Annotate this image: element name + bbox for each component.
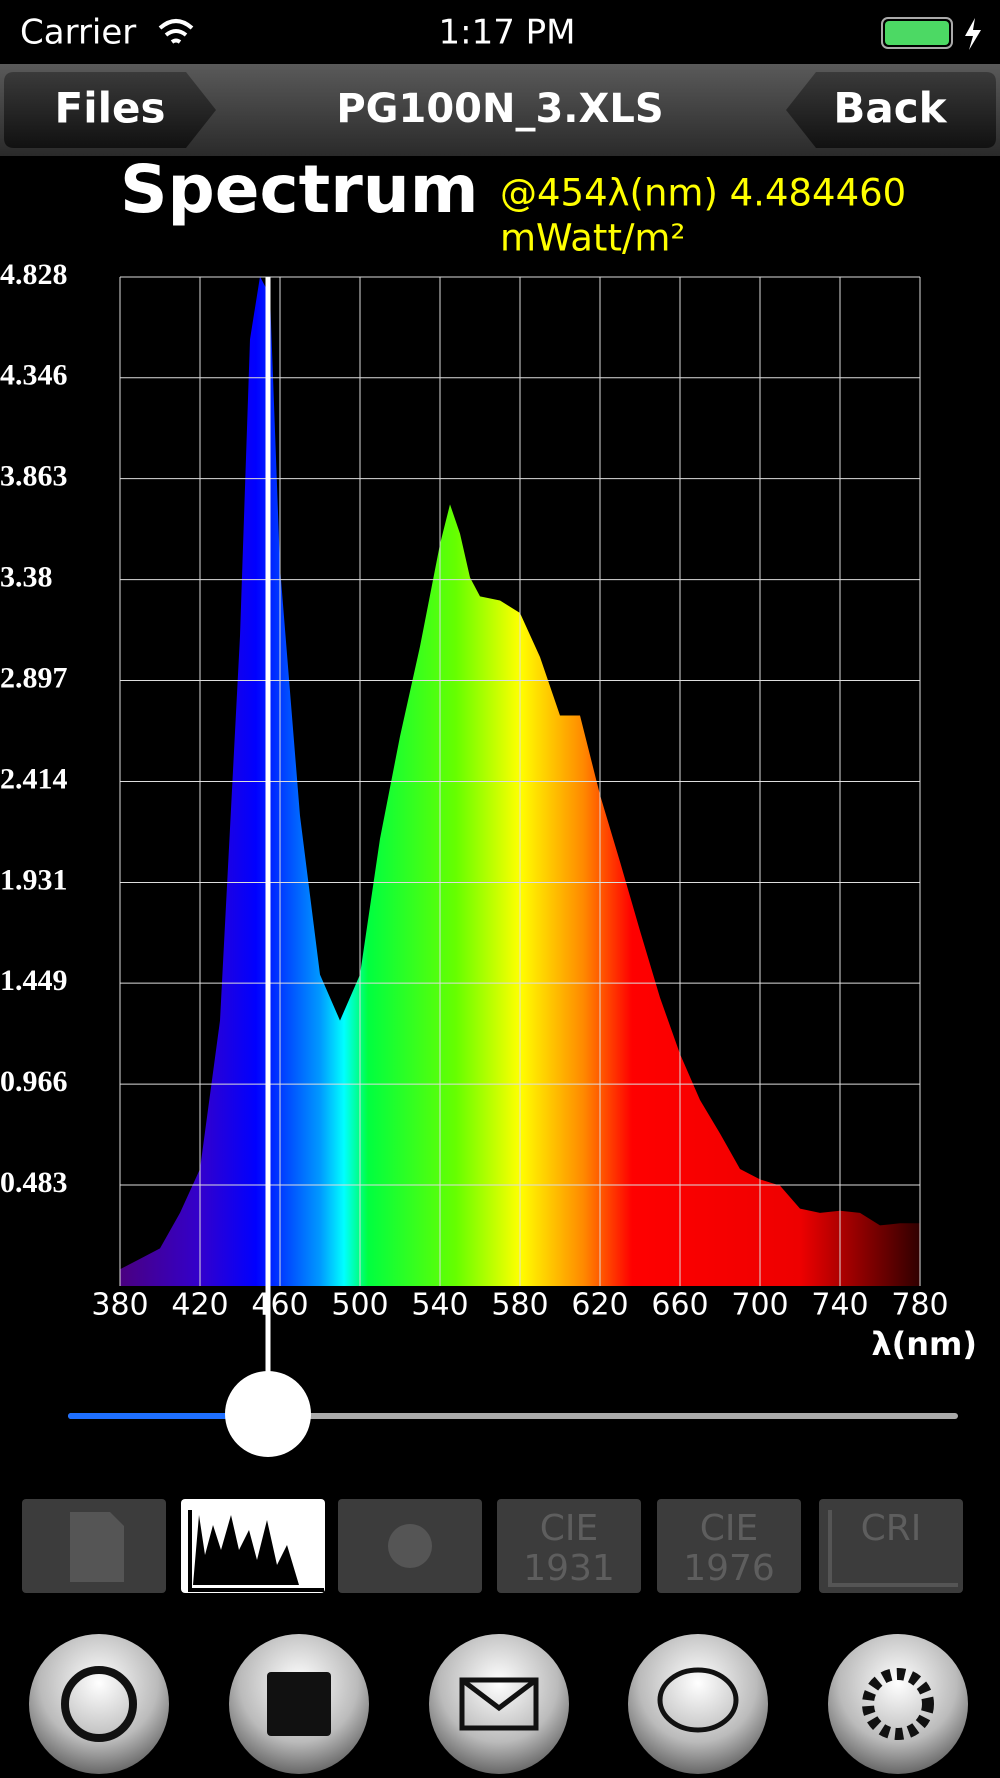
x-tick-label: 500 <box>331 1288 388 1323</box>
readout-unit: mWatt/m² <box>500 217 685 260</box>
mail-icon <box>459 1677 539 1731</box>
camera-button[interactable] <box>29 1634 169 1774</box>
message-button[interactable] <box>628 1634 768 1774</box>
chart-title: Spectrum <box>120 151 479 228</box>
x-tick-label: 420 <box>171 1288 228 1323</box>
x-tick-label: 540 <box>411 1288 468 1323</box>
slider-knob[interactable] <box>225 1371 311 1457</box>
tab-label: CIE 1976 <box>683 1508 775 1589</box>
x-tick-label: 620 <box>571 1288 628 1323</box>
plot: 0.483 0.966 1.449 1.931 2.414 2.897 3.38 3.863 4… <box>0 258 949 1375</box>
y-tick-label: 4.828 <box>0 258 68 291</box>
battery <box>881 17 953 49</box>
x-tick-label: 660 <box>651 1288 708 1323</box>
readout: @454λ(nm) 4.484460 <box>500 172 906 215</box>
doc-icon <box>70 1512 124 1582</box>
network-icon <box>388 1524 432 1568</box>
x-tick-label: 780 <box>891 1288 948 1323</box>
toolbar <box>29 1634 968 1774</box>
x-tick-label: 700 <box>731 1288 788 1323</box>
y-tick-label: 1.931 <box>0 863 68 896</box>
cri-axes <box>828 1510 958 1587</box>
y-tick-label: 0.483 <box>0 1166 68 1199</box>
mail-button[interactable] <box>429 1634 569 1774</box>
x-tick-label: 460 <box>251 1288 308 1323</box>
tab-bar <box>22 1499 963 1593</box>
y-tick-label: 4.346 <box>0 359 68 392</box>
axes-icon <box>188 1510 324 1592</box>
back-button[interactable] <box>786 72 996 148</box>
y-tick-label: 2.414 <box>0 762 68 795</box>
tab-cri[interactable] <box>819 1499 963 1593</box>
aperture-icon <box>61 1666 137 1742</box>
file-title: PG100N_3.XLS <box>336 86 663 132</box>
y-tick-label: 3.38 <box>0 561 53 594</box>
wifi-icon <box>158 19 194 44</box>
bubble-icon <box>657 1667 739 1733</box>
carrier: Carrier <box>20 13 136 53</box>
y-tick-label: 0.966 <box>0 1065 68 1098</box>
charging-icon <box>965 18 981 50</box>
x-tick-label: 740 <box>811 1288 868 1323</box>
battery-level <box>885 21 949 45</box>
tab-cie1931[interactable] <box>497 1499 641 1593</box>
x-tick-label: 380 <box>91 1288 148 1323</box>
y-tick-label: 3.863 <box>0 460 68 493</box>
back-label[interactable]: Back <box>833 84 947 133</box>
x-axis-label: λ(nm) <box>871 1325 977 1363</box>
files-label[interactable]: Files <box>55 84 166 133</box>
tab-label: CRI <box>861 1508 922 1549</box>
clock: 1:17 PM <box>439 13 576 53</box>
tab-cie1976[interactable] <box>657 1499 801 1593</box>
y-tick-label: 2.897 <box>0 661 68 694</box>
x-tick-label: 580 <box>491 1288 548 1323</box>
gear-icon <box>862 1668 934 1740</box>
files-button[interactable] <box>4 72 216 148</box>
floppy-icon <box>267 1672 331 1736</box>
spectrum-icon <box>193 1515 299 1585</box>
y-tick-label: 1.449 <box>0 964 68 997</box>
settings-button[interactable] <box>828 1634 968 1774</box>
tab-label: CIE 1931 <box>523 1508 615 1589</box>
